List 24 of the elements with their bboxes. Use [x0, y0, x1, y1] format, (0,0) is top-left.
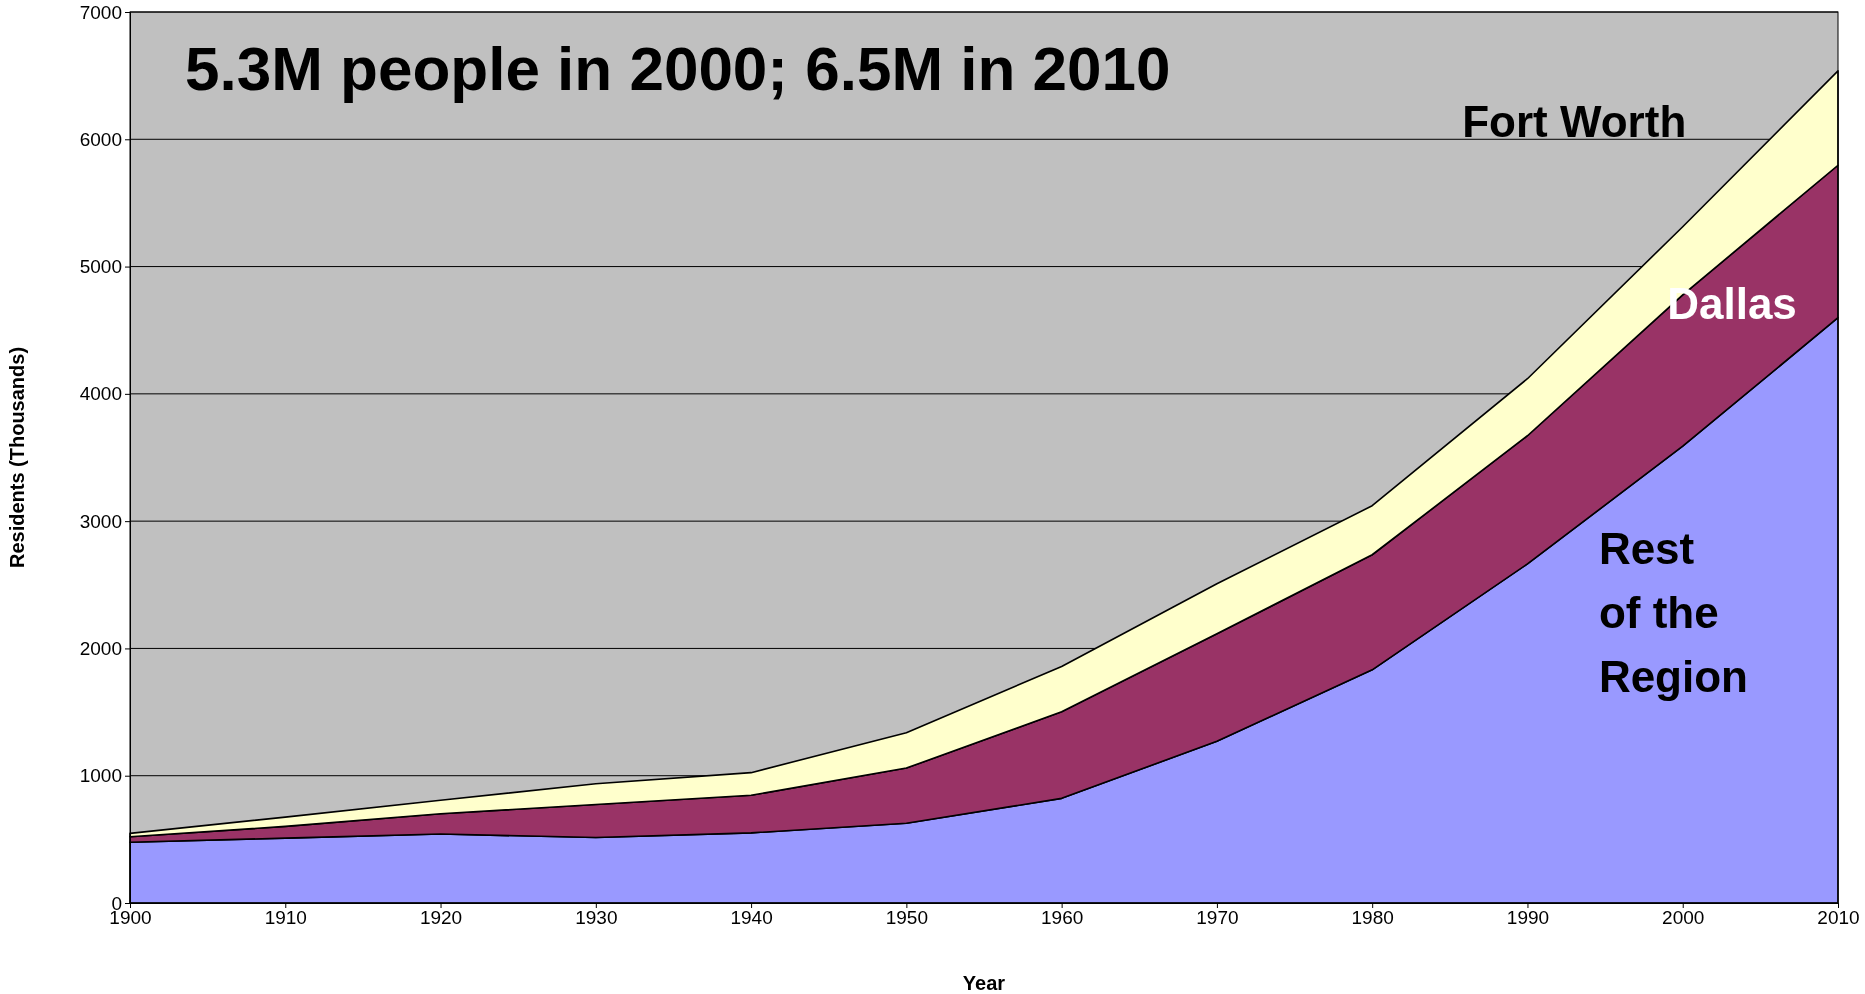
x-tick-label: 1910: [264, 907, 307, 929]
y-tick-label: 4000: [79, 383, 122, 405]
x-axis-title: Year: [962, 972, 1006, 994]
x-tick-label: 2010: [1817, 907, 1860, 929]
x-tick-label: 1990: [1506, 907, 1550, 929]
x-tick-label: 2000: [1662, 907, 1705, 929]
y-tick-label: 7000: [79, 1, 122, 23]
y-tick-label: 5000: [79, 256, 122, 278]
x-tick-label: 1920: [419, 907, 463, 929]
series-label: Dallas: [1667, 279, 1797, 329]
x-tick-label: 1940: [730, 907, 773, 929]
y-tick-label: 3000: [79, 510, 122, 532]
x-tick-label: 1980: [1351, 907, 1394, 929]
y-tick-label: 1000: [79, 765, 122, 787]
y-tick-label: 2000: [79, 638, 122, 660]
chart-title: 5.3M people in 2000; 6.5M in 2010: [185, 34, 1171, 103]
series-label: Rest of the Region: [1598, 524, 1748, 702]
x-tick-label: 1930: [575, 907, 618, 929]
x-tick-label: 1960: [1041, 907, 1084, 929]
y-tick-label: 6000: [79, 128, 122, 150]
y-axis-title: Residents (Thousands): [6, 346, 28, 569]
series-label: Fort Worth: [1462, 96, 1687, 146]
x-tick-label: 1970: [1196, 907, 1239, 929]
x-tick-label: 1950: [885, 907, 928, 929]
